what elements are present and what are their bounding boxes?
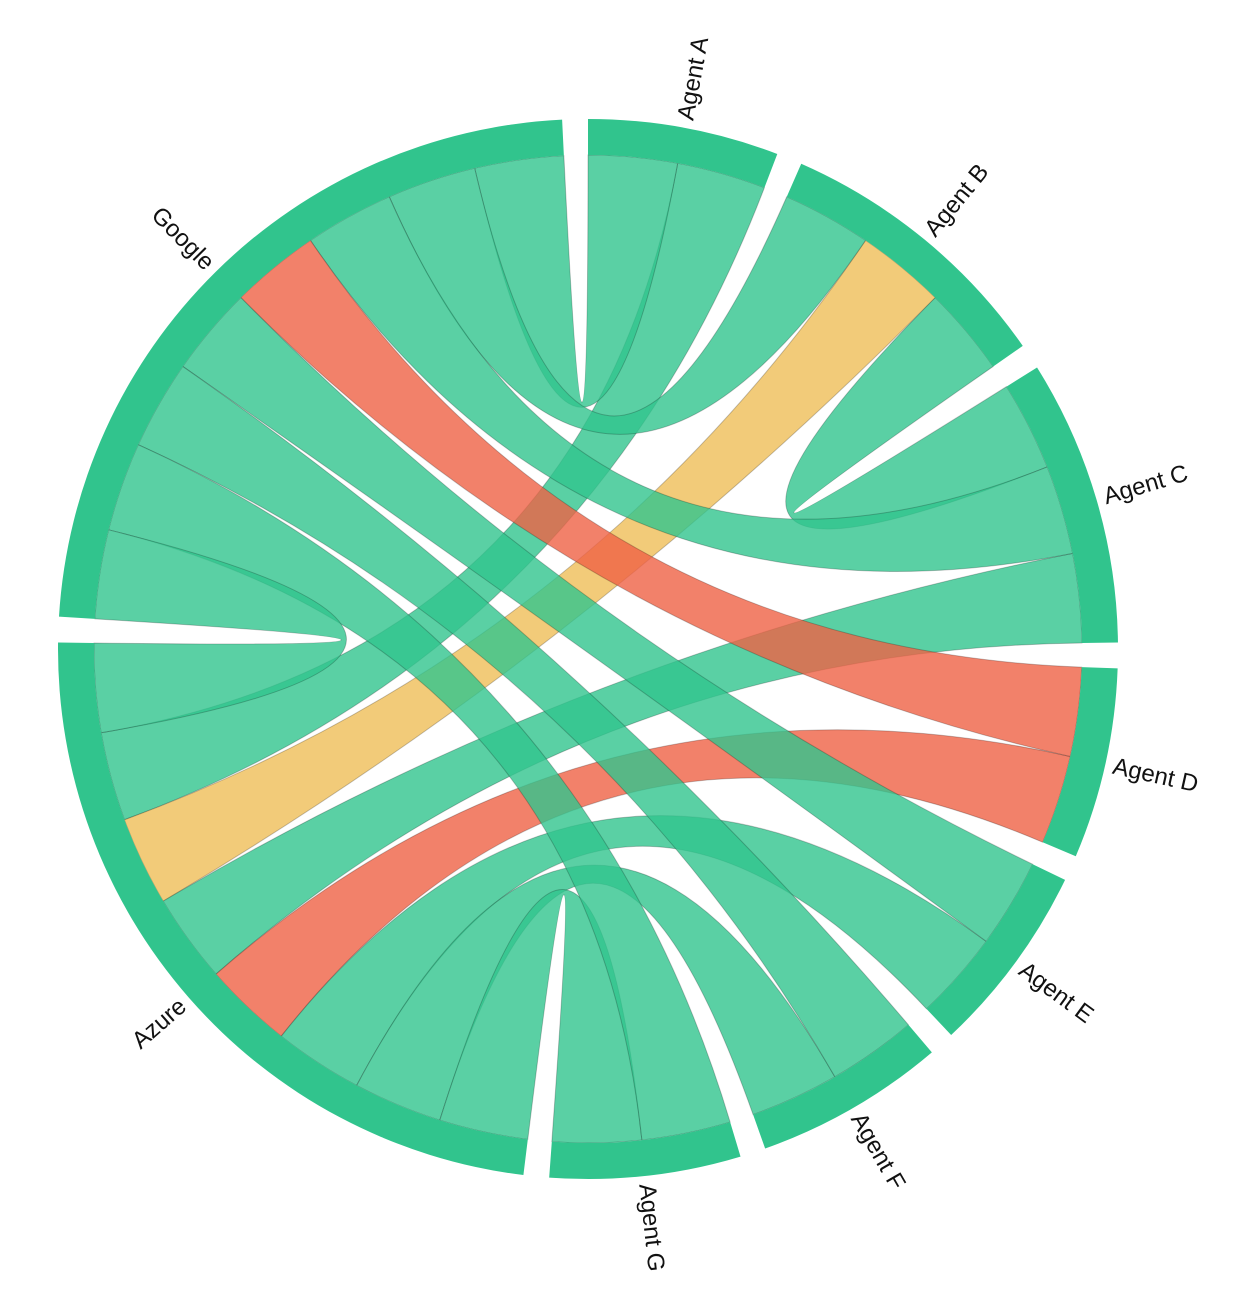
group-arc-agent-e [926, 864, 1066, 1036]
label-agent-e: Agent E [1014, 957, 1099, 1029]
ribbons-layer [93, 154, 1083, 1144]
group-arc-agent-b [786, 163, 1023, 367]
group-arc-agent-d [1042, 667, 1118, 857]
label-agent-a: Agent A [672, 35, 714, 123]
group-arc-agent-a [588, 119, 778, 188]
group-arc-google [58, 119, 564, 619]
group-arcs-layer [58, 119, 1118, 1180]
group-arc-azure [58, 642, 528, 1176]
group-arc-agent-c [1006, 367, 1118, 643]
ribbon-agent-f-azure [355, 864, 836, 1121]
group-arc-agent-g [549, 1122, 741, 1180]
group-arc-agent-f [753, 1024, 932, 1149]
label-agent-f: Agent F [845, 1108, 910, 1194]
label-agent-c: Agent C [1100, 460, 1191, 510]
label-agent-d: Agent D [1110, 753, 1201, 798]
label-azure: Azure [127, 993, 192, 1055]
label-agent-b: Agent B [919, 159, 994, 242]
label-google: Google [146, 202, 220, 276]
label-agent-g: Agent G [633, 1182, 669, 1272]
